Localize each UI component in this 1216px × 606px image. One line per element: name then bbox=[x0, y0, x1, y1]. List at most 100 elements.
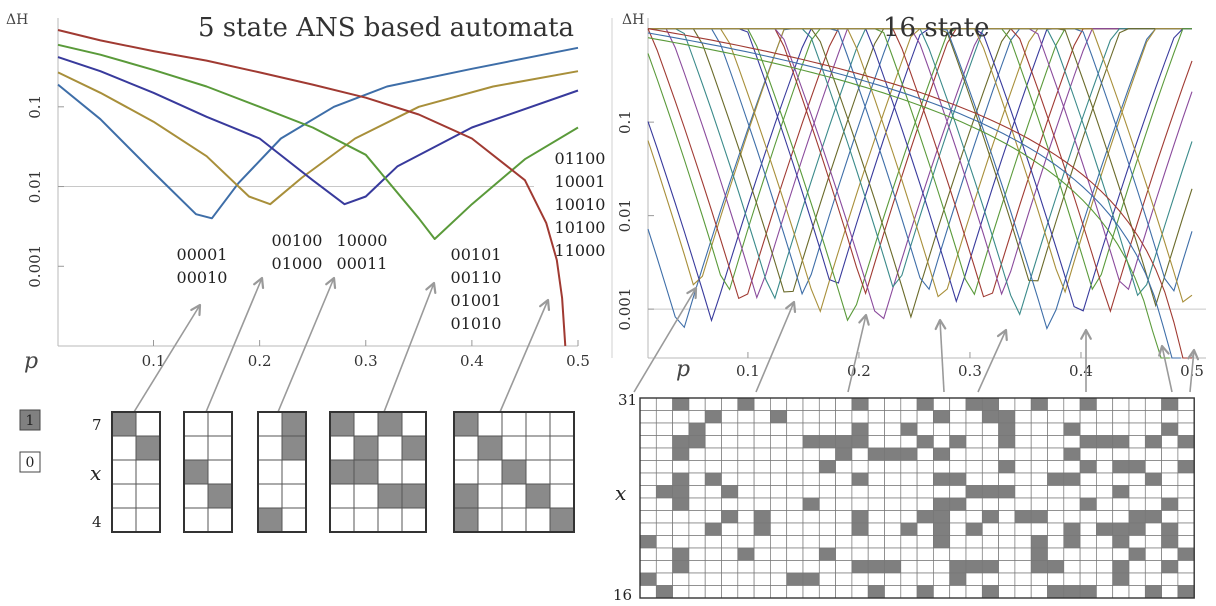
annotations: 00001 00010 00100 01000 10000 00011 00101 00110… bbox=[177, 149, 606, 333]
grid-cell bbox=[786, 410, 804, 424]
grid-cell bbox=[1177, 572, 1195, 586]
grid-cell bbox=[1161, 397, 1179, 411]
grid-cell bbox=[916, 510, 934, 524]
grid-cell bbox=[981, 410, 999, 424]
grid-cell bbox=[835, 497, 853, 511]
grid-cell bbox=[737, 572, 755, 586]
grid-cell bbox=[721, 497, 739, 511]
grid-cell bbox=[981, 485, 999, 499]
grid-cell bbox=[525, 411, 551, 437]
sweep-line-2 bbox=[647, 32, 1181, 359]
grid-cell bbox=[900, 472, 918, 486]
grid-cell bbox=[721, 397, 739, 411]
grid-cell bbox=[1177, 447, 1195, 461]
grid-cell bbox=[1177, 397, 1195, 411]
grid-cell bbox=[884, 472, 902, 486]
grid-cell bbox=[1096, 472, 1114, 486]
series-line-4 bbox=[57, 43, 579, 240]
grid-cell bbox=[655, 585, 673, 599]
grid-cell bbox=[721, 447, 739, 461]
grid-cell bbox=[737, 472, 755, 486]
grid-cell bbox=[786, 485, 804, 499]
grid-cell bbox=[655, 447, 673, 461]
grid-cell bbox=[1079, 410, 1097, 424]
grid-cell bbox=[672, 572, 690, 586]
grid-cell bbox=[965, 510, 983, 524]
grid-cell bbox=[1096, 460, 1114, 474]
grid-cell bbox=[1177, 422, 1195, 436]
grid-cell bbox=[900, 510, 918, 524]
grid-cell bbox=[900, 585, 918, 599]
grid-cell bbox=[1030, 535, 1048, 549]
grid-cell bbox=[688, 560, 706, 574]
grid-cell bbox=[688, 522, 706, 536]
series-lines bbox=[57, 29, 579, 347]
grid-cell bbox=[949, 560, 967, 574]
arrow-head bbox=[1158, 344, 1170, 357]
grid-cell bbox=[900, 410, 918, 424]
grid-cell bbox=[207, 435, 233, 461]
grid-cell bbox=[737, 410, 755, 424]
grid-cell bbox=[867, 535, 885, 549]
grid-cell bbox=[111, 459, 137, 485]
arrow-shaft bbox=[847, 314, 867, 393]
grid-cell bbox=[867, 585, 885, 599]
grid-cell bbox=[900, 397, 918, 411]
grid-cell bbox=[916, 485, 934, 499]
grid-cell bbox=[501, 507, 527, 533]
grid-cell bbox=[1014, 510, 1032, 524]
grid-cell bbox=[1030, 497, 1048, 511]
grid-cell bbox=[818, 522, 836, 536]
grid-cell bbox=[1079, 422, 1097, 436]
grid-cell bbox=[802, 497, 820, 511]
grid-cell bbox=[1063, 410, 1081, 424]
chart-title: 5 state ANS based automata bbox=[198, 13, 574, 43]
series-line-1 bbox=[57, 46, 579, 220]
grid-cell bbox=[818, 585, 836, 599]
grid-cell bbox=[998, 485, 1016, 499]
arrow-head bbox=[253, 276, 265, 290]
grid-cell bbox=[867, 485, 885, 499]
grid-cell bbox=[1128, 560, 1146, 574]
grid-cell bbox=[965, 585, 983, 599]
grid-cell bbox=[183, 459, 209, 485]
grid-cell bbox=[1177, 497, 1195, 511]
arrow-4 bbox=[383, 281, 437, 413]
grid-cell bbox=[281, 411, 307, 437]
grid-cell bbox=[672, 422, 690, 436]
grid-cell bbox=[525, 507, 551, 533]
grid-cell bbox=[704, 497, 722, 511]
grid-cell bbox=[329, 435, 355, 461]
grid-cell bbox=[916, 535, 934, 549]
grid-cell bbox=[688, 572, 706, 586]
grid-cell bbox=[1030, 585, 1048, 599]
grid-cell bbox=[639, 585, 657, 599]
annotation-text: 10000 bbox=[337, 231, 388, 250]
grid-cell bbox=[867, 435, 885, 449]
series-line-34 bbox=[648, 28, 1193, 303]
grid-cell bbox=[1063, 435, 1081, 449]
annotation-text: 01001 bbox=[451, 291, 502, 310]
grid-cell bbox=[721, 485, 739, 499]
grid-cell bbox=[933, 460, 951, 474]
grid-cell bbox=[721, 510, 739, 524]
grid-cell bbox=[207, 459, 233, 485]
grid-cell bbox=[786, 522, 804, 536]
grid-cell bbox=[981, 472, 999, 486]
grid-cell bbox=[353, 411, 379, 437]
annotation-text: 00010 bbox=[177, 268, 228, 287]
grid-cell bbox=[770, 497, 788, 511]
grid-cell bbox=[916, 522, 934, 536]
grid-cell bbox=[933, 510, 951, 524]
grid-cell bbox=[704, 422, 722, 436]
grid-cell bbox=[753, 535, 771, 549]
grid-cell bbox=[688, 435, 706, 449]
series-line-14 bbox=[648, 28, 1192, 320]
annotation-text: 01100 bbox=[555, 149, 606, 168]
grid-cell bbox=[786, 422, 804, 436]
grid-cell bbox=[1144, 497, 1162, 511]
grid-cell bbox=[753, 460, 771, 474]
grid-cell bbox=[353, 459, 379, 485]
series-lines bbox=[647, 28, 1193, 359]
grid-cell bbox=[639, 560, 657, 574]
